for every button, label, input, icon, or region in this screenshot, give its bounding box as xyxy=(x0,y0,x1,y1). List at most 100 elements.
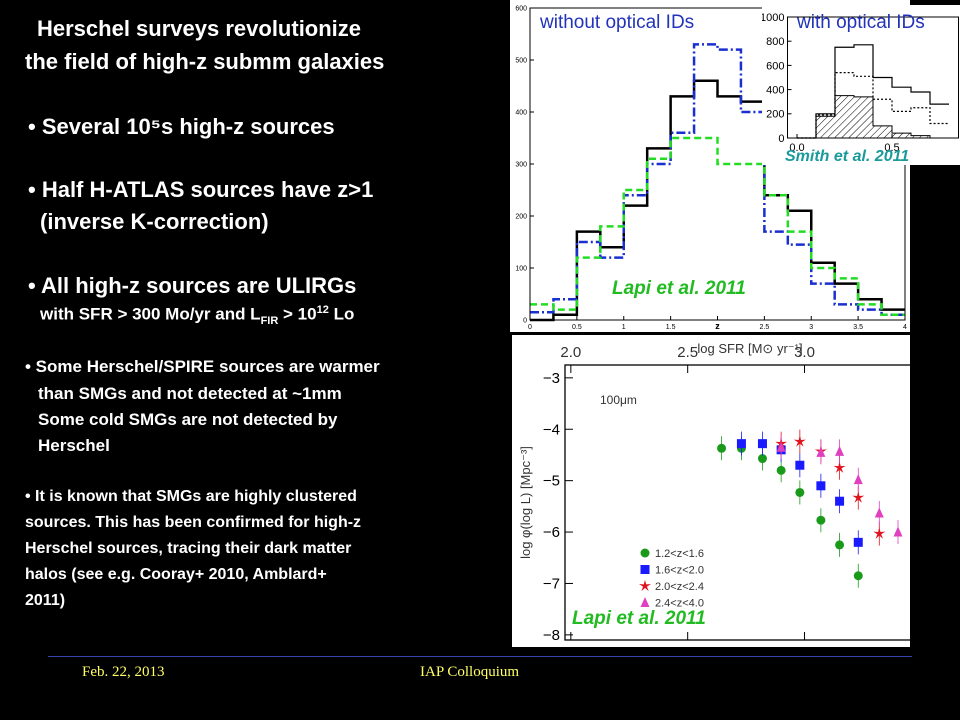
y-tick-label: 300 xyxy=(515,161,527,168)
title-line: Herschel surveys revolutionize xyxy=(37,16,362,41)
point xyxy=(717,443,727,453)
subscript: FIR xyxy=(260,315,279,328)
axes-frame xyxy=(564,364,910,641)
footer-event: IAP Colloquium xyxy=(420,664,520,680)
x-tick-label: 0 xyxy=(528,324,532,331)
point xyxy=(795,460,805,470)
x-tick-label: 2.0 xyxy=(560,344,581,361)
histogram-step xyxy=(797,44,949,139)
y-tick-label: 800 xyxy=(766,36,784,48)
point xyxy=(833,461,846,473)
legend-label: 2.0<z<2.4 xyxy=(655,581,704,593)
text: Lo xyxy=(328,304,355,324)
point xyxy=(816,515,826,525)
bullet-cont: Some cold SMGs are not detected by xyxy=(38,410,338,429)
annotation: Lapi et al. 2011 xyxy=(572,608,706,629)
x-tick-label: 1.5 xyxy=(666,324,676,331)
annotation: Smith et al. 2011 xyxy=(785,148,910,165)
point xyxy=(873,527,886,539)
legend-label: 2.4<z<4.0 xyxy=(655,598,704,610)
point xyxy=(757,439,767,449)
axes-frame xyxy=(787,16,959,139)
bullet-cont: 2011) xyxy=(25,592,66,609)
y-tick-label: 200 xyxy=(515,213,527,220)
x-tick-label: 3.5 xyxy=(853,324,863,331)
y-tick-label: 400 xyxy=(766,84,784,96)
point xyxy=(835,496,845,506)
x-tick-label: 2 xyxy=(716,324,720,331)
bullet-cont: (inverse K-correction) xyxy=(40,209,269,234)
point xyxy=(795,487,805,497)
legend-label: 1.2<z<1.6 xyxy=(655,548,704,560)
y-tick-label: 600 xyxy=(515,5,527,12)
legend-label: 1.6<z<2.0 xyxy=(655,565,704,577)
footer-rule xyxy=(48,656,912,657)
point xyxy=(776,441,786,452)
y-tick-label: 400 xyxy=(515,109,527,116)
lf-panel: −3−4−5−6−7−82.02.53.03.5log SFR [M⊙ yr⁻¹… xyxy=(512,335,910,647)
x-tick-label: 0.5 xyxy=(884,142,899,154)
y-tick-label: −5 xyxy=(543,473,560,490)
y-tick-label: 200 xyxy=(766,109,784,121)
x-axis-label: log SFR [M⊙ yr⁻¹] xyxy=(697,341,802,356)
legend-marker xyxy=(639,579,651,592)
y-tick-label: −7 xyxy=(543,575,560,592)
bullet-cont: with SFR > 300 Mo/yr and LFIR > 1012 Lo xyxy=(40,304,354,327)
point xyxy=(793,435,806,447)
x-tick-label: 3.0 xyxy=(794,344,815,361)
x-tick-label: 2.5 xyxy=(677,344,698,361)
bullet-cont: Herschel xyxy=(38,436,110,455)
point xyxy=(816,446,826,457)
inset-panel: 0 200 400 600 800 1000 0.0 0.5 xyxy=(762,5,960,165)
y-tick-label: −6 xyxy=(543,524,560,541)
y-tick-label: 500 xyxy=(515,57,527,64)
bullet: • Several 10⁵s high-z sources xyxy=(28,114,335,139)
y-tick-label: 0 xyxy=(778,133,784,145)
y-tick-label: 1000 xyxy=(762,12,785,24)
legend-marker xyxy=(640,597,650,607)
point xyxy=(736,439,746,449)
histogram-step xyxy=(797,72,949,139)
point xyxy=(874,507,884,518)
annotation: Lapi et al. 2011 xyxy=(612,278,746,299)
bullet: • All high-z sources are ULIRGs xyxy=(28,273,357,298)
histogram-step xyxy=(530,136,905,317)
legend-marker xyxy=(640,565,650,574)
x-tick-label: 2.5 xyxy=(760,324,770,331)
annotation: without optical IDs xyxy=(540,12,695,33)
footer-date: Feb. 22, 2013 xyxy=(82,664,165,680)
point xyxy=(816,481,826,491)
x-axis-label: z xyxy=(715,321,720,331)
y-tick-label: 100 xyxy=(515,265,527,272)
text: with SFR > 300 Mo/yr and L xyxy=(40,304,261,324)
x-tick-label: 0.5 xyxy=(572,324,582,331)
hatched-area xyxy=(797,95,949,139)
y-tick-label: 0 xyxy=(523,317,527,324)
y-axis-label: log φ(log L) [Mpc⁻³] xyxy=(518,446,533,559)
annotation: with optical IDs xyxy=(797,12,925,33)
point xyxy=(893,526,903,537)
y-tick-label: −8 xyxy=(543,627,560,644)
point xyxy=(835,445,845,456)
histogram-step xyxy=(530,79,905,322)
x-tick-label: 0.0 xyxy=(789,142,804,154)
point xyxy=(852,491,865,503)
bullet-cont: sources. This has been confirmed for hig… xyxy=(25,514,362,531)
x-tick-label: 3 xyxy=(809,324,813,331)
bullet-cont: than SMGs and not detected at ~1mm xyxy=(38,384,342,403)
title-line: the field of high-z submm galaxies xyxy=(25,49,385,74)
point xyxy=(835,540,845,550)
annotation: 100μm xyxy=(600,393,637,407)
y-tick-label: −3 xyxy=(543,370,560,387)
histogram-step xyxy=(530,43,905,317)
point xyxy=(853,571,863,581)
y-tick-label: −4 xyxy=(543,421,560,438)
bullet: • Half H-ATLAS sources have z>1 xyxy=(28,177,374,202)
point xyxy=(853,474,863,485)
panel-bg xyxy=(512,335,910,647)
bullet-cont: Herschel sources, tracing their dark mat… xyxy=(25,540,352,557)
x-tick-label: 1 xyxy=(622,324,626,331)
bullet: • Some Herschel/SPIRE sources are warmer xyxy=(25,357,380,376)
bullet: • It is known that SMGs are highly clust… xyxy=(25,488,357,505)
